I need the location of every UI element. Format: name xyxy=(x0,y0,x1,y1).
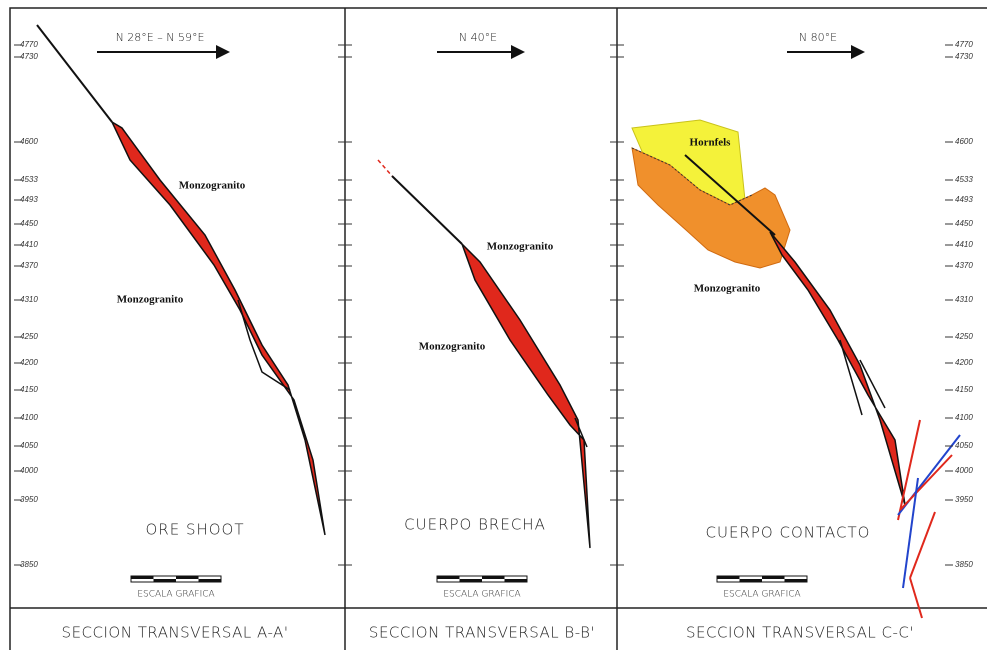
elevation-label: 4100 xyxy=(955,413,973,422)
scale-seg xyxy=(154,579,177,582)
rock-label: Monzogranito xyxy=(419,341,486,353)
caption: SECCION TRANSVERSAL B-B' xyxy=(369,624,595,642)
scale-label: ESCALA GRAFICA xyxy=(723,590,800,600)
rock-label: Monzogranito xyxy=(117,294,184,306)
scale-seg xyxy=(199,579,222,582)
scale-seg xyxy=(762,576,785,579)
direction: N 40°E xyxy=(459,31,497,44)
elevation-label: 4533 xyxy=(20,175,38,184)
elevation-label: 4770 xyxy=(20,40,38,49)
body-name: CUERPO CONTACTO xyxy=(706,524,871,542)
elevation-label: 4410 xyxy=(20,240,38,249)
elevation-label: 4493 xyxy=(955,195,973,204)
arrow-head xyxy=(851,45,865,59)
scale-seg xyxy=(460,579,483,582)
elevation-label: 4533 xyxy=(955,175,973,184)
elevation-label: 3950 xyxy=(20,495,38,504)
elevation-label: 4770 xyxy=(955,40,973,49)
elevation-label: 4730 xyxy=(20,52,38,61)
elevation-label: 4250 xyxy=(20,332,38,341)
scale-seg xyxy=(785,579,808,582)
scale-seg xyxy=(505,579,528,582)
scale-seg xyxy=(740,579,763,582)
body-name: CUERPO BRECHA xyxy=(404,516,546,534)
scale-seg xyxy=(482,576,505,579)
elevation-label: 4050 xyxy=(955,441,973,450)
elevation-label: 4150 xyxy=(20,385,38,394)
elevation-label: 3950 xyxy=(955,495,973,504)
elevation-label: 4493 xyxy=(20,195,38,204)
elevation-label: 3850 xyxy=(20,560,38,569)
elevation-label: 4600 xyxy=(955,137,973,146)
arrow-head xyxy=(216,45,230,59)
elevation-label: 4600 xyxy=(20,137,38,146)
rock-label: Monzogranito xyxy=(694,283,761,295)
elevation-label: 4450 xyxy=(20,219,38,228)
elevation-label: 3850 xyxy=(955,560,973,569)
rock-label: Hornfels xyxy=(690,137,732,149)
scale-seg xyxy=(131,576,154,579)
scale-seg xyxy=(176,576,199,579)
cross-sections: 4770 4770 4730 4730 4600 4600 4533 4533 4493 4493… xyxy=(0,0,987,650)
vein-a xyxy=(37,25,325,535)
elevation-label: 4450 xyxy=(955,219,973,228)
elevation-label: 4000 xyxy=(955,466,973,475)
scale-seg xyxy=(717,576,740,579)
elevation-label: 4100 xyxy=(20,413,38,422)
scale-label: ESCALA GRAFICA xyxy=(443,590,520,600)
scale-seg xyxy=(437,576,460,579)
elevation-label: 4250 xyxy=(955,332,973,341)
arrow-head xyxy=(511,45,525,59)
elevation-label: 4310 xyxy=(955,295,973,304)
scale-label: ESCALA GRAFICA xyxy=(137,590,214,600)
elevation-label: 4730 xyxy=(955,52,973,61)
elevation-label: 4310 xyxy=(20,295,38,304)
elevation-label: 4200 xyxy=(20,358,38,367)
rock-label: Monzogranito xyxy=(179,180,246,192)
elevation-label: 4410 xyxy=(955,240,973,249)
caption: SECCION TRANSVERSAL C-C' xyxy=(686,624,914,642)
rock-label: Monzogranito xyxy=(487,241,554,253)
elevation-label: 4200 xyxy=(955,358,973,367)
vein-b xyxy=(378,160,590,548)
body-name: ORE SHOOT xyxy=(145,521,244,539)
elevation-label: 4370 xyxy=(20,261,38,270)
elevation-label: 4370 xyxy=(955,261,973,270)
elevation-label: 4050 xyxy=(20,441,38,450)
direction: N 80°E xyxy=(799,31,837,44)
elevation-label: 4000 xyxy=(20,466,38,475)
direction: N 28°E – N 59°E xyxy=(116,31,205,44)
caption: SECCION TRANSVERSAL A-A' xyxy=(62,624,289,642)
elevation-label: 4150 xyxy=(955,385,973,394)
